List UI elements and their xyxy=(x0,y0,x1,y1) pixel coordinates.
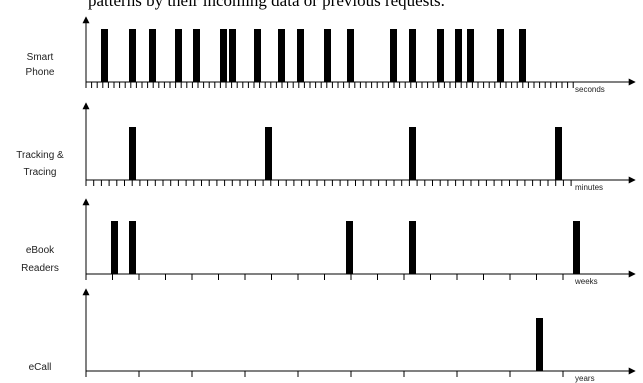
row-label: Readers xyxy=(21,263,59,274)
event-bar xyxy=(467,29,474,82)
event-bar xyxy=(573,221,580,274)
event-bar xyxy=(409,221,416,274)
event-bar xyxy=(220,29,227,82)
timeline-row-weeks: eBook Readers weeks xyxy=(21,198,636,286)
axis-unit-label: years xyxy=(575,374,595,383)
event-bar xyxy=(437,29,444,82)
event-bar xyxy=(149,29,156,82)
event-bar xyxy=(254,29,261,82)
row-label: Tracing xyxy=(24,167,57,178)
row-label: eBook xyxy=(26,245,55,256)
event-bar xyxy=(536,318,543,371)
row-label: Tracking & xyxy=(16,150,64,161)
event-bar xyxy=(111,221,118,274)
event-bar xyxy=(278,29,285,82)
row-label: Phone xyxy=(26,67,55,78)
event-bar xyxy=(129,29,136,82)
event-bar xyxy=(409,29,416,82)
event-bar xyxy=(347,29,354,82)
timeline-row-seconds: Smart Phone seconds xyxy=(26,16,636,94)
event-bar xyxy=(129,127,136,180)
axis-unit-label: minutes xyxy=(575,183,603,192)
timeline-row-years: eCall years xyxy=(29,288,636,383)
axis-unit-label: seconds xyxy=(575,85,605,94)
row-label: eCall xyxy=(29,362,52,373)
event-bar xyxy=(229,29,236,82)
event-bar xyxy=(497,29,504,82)
event-bar xyxy=(390,29,397,82)
event-bar xyxy=(555,127,562,180)
event-bar xyxy=(193,29,200,82)
event-bar xyxy=(409,127,416,180)
axis-unit-label: weeks xyxy=(574,277,598,286)
cropped-header-text: patterns by their incoming data or previ… xyxy=(0,0,643,16)
event-bar xyxy=(346,221,353,274)
event-bar xyxy=(265,127,272,180)
event-bar xyxy=(101,29,108,82)
header-text: patterns by their incoming data or previ… xyxy=(88,0,445,10)
event-bar xyxy=(129,221,136,274)
timeline-row-minutes: Tracking & Tracing minutes xyxy=(16,102,636,192)
event-bar xyxy=(324,29,331,82)
event-bar xyxy=(455,29,462,82)
event-bar xyxy=(297,29,304,82)
event-bar xyxy=(175,29,182,82)
row-label: Smart xyxy=(27,52,54,63)
event-bar xyxy=(519,29,526,82)
